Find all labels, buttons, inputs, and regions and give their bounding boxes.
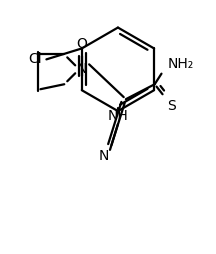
Text: N: N (77, 62, 87, 76)
Text: NH₂: NH₂ (168, 57, 194, 71)
Text: Cl: Cl (29, 52, 42, 66)
Text: O: O (77, 37, 88, 52)
Text: S: S (167, 99, 176, 113)
Text: N: N (99, 149, 109, 163)
Text: NH: NH (108, 109, 128, 123)
